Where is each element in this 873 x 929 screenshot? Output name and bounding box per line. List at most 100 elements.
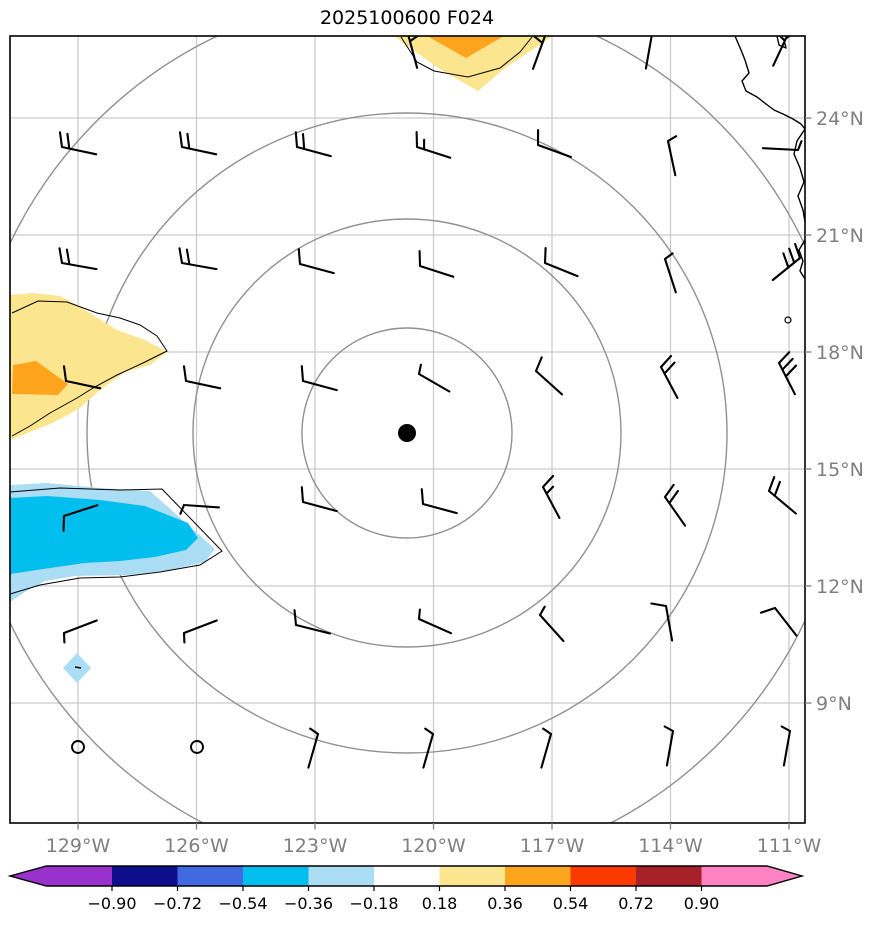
wind-barb (663, 483, 687, 527)
contour-outline (400, 36, 533, 78)
wind-barb (759, 606, 798, 637)
y-tick-label: 18°N (816, 342, 864, 364)
range-ring (301, 327, 513, 539)
colorbar-segment (439, 866, 505, 886)
wind-barb (780, 725, 792, 767)
wind-barb (418, 250, 455, 278)
colorbar-outline (7, 865, 805, 887)
y-tick-label: 15°N (816, 459, 864, 481)
wind-barb (541, 474, 561, 519)
wind-barb (182, 365, 222, 390)
wind-barb (178, 247, 218, 271)
x-tick-label: 114°W (638, 835, 703, 857)
north-positive-0.36-0.54 (427, 36, 504, 58)
colorbar-segment (177, 866, 243, 886)
contour-outline (11, 300, 168, 437)
calm-wind-circle (190, 740, 204, 754)
contour-outlines (10, 36, 533, 595)
range-ring (86, 112, 728, 754)
wind-barb (182, 619, 218, 644)
wind-barb (777, 351, 798, 396)
west-positive-0.18-0.36 (10, 293, 167, 440)
colorbar-tick-label: 0.90 (684, 894, 720, 913)
colorbar-segments (10, 866, 802, 886)
west-negative-0.36-0.54 (10, 496, 198, 574)
colorbar-tick-label: −0.72 (153, 894, 202, 913)
wind-barb (294, 131, 332, 158)
diamond-dash (74, 666, 82, 669)
y-axis-labels: 24°N 21°N 18°N 15°N 12°N 9°N (816, 108, 864, 715)
colorbar-tick-label: −0.90 (87, 894, 136, 913)
north-positive-0.18-0.36 (394, 36, 553, 91)
wind-barb (772, 36, 789, 67)
wind-barb (538, 605, 565, 643)
wind-barb (659, 354, 679, 399)
colorbar-segment (505, 866, 571, 886)
wind-barb (62, 365, 102, 390)
wind-barb (307, 727, 320, 769)
range-rings (10, 36, 805, 823)
wind-barb (417, 363, 451, 393)
colorbar-tick-label: −0.18 (349, 894, 398, 913)
colorbar-segment (308, 866, 374, 886)
wind-barb (415, 131, 452, 159)
x-tick-label: 129°W (46, 835, 111, 857)
y-tick-label: 21°N (816, 225, 864, 247)
wind-barb (297, 248, 335, 275)
wind-barb (771, 242, 802, 282)
coastlines (734, 36, 805, 324)
contour-outline (10, 487, 223, 595)
colorbar-segment (374, 866, 440, 886)
wind-barb (179, 503, 220, 515)
wind-barb (536, 129, 572, 159)
range-ring (10, 36, 805, 823)
colorbar-segment (570, 866, 636, 886)
coastline (798, 239, 805, 280)
storm-center-marker (398, 424, 416, 442)
coastline (734, 36, 805, 223)
wind-barb (407, 36, 420, 69)
wind-barb (666, 135, 678, 177)
wind-barb (420, 488, 458, 515)
wind-barb (663, 725, 675, 767)
colorbar-segment (636, 866, 702, 886)
x-axis-ticks (77, 823, 790, 830)
x-tick-label: 117°W (520, 835, 585, 857)
colorbar-tick-label: 0.72 (618, 894, 654, 913)
colorbar-tick-label: −0.54 (218, 894, 267, 913)
x-tick-label: 126°W (164, 835, 229, 857)
wind-barbs (58, 36, 803, 769)
y-tick-label: 9°N (816, 693, 852, 715)
x-tick-label: 123°W (283, 835, 348, 857)
wind-barb (422, 727, 435, 769)
colorbar: −0.90 −0.72 −0.54 −0.36 −0.18 0.18 0.36 0.54 0.7… (7, 865, 805, 913)
colorbar-segment (112, 866, 178, 886)
wind-barb (300, 365, 338, 392)
colorbar-tick-label: 0.18 (422, 894, 458, 913)
west-positive-0.36-0.54 (12, 361, 68, 395)
wind-barb (767, 476, 797, 515)
colorbar-segment (701, 866, 802, 886)
colorbar-segment (243, 866, 309, 886)
x-tick-label: 111°W (757, 835, 822, 857)
wind-barb (540, 727, 553, 769)
y-tick-label: 24°N (816, 108, 864, 130)
colorbar-labels: −0.90 −0.72 −0.54 −0.36 −0.18 0.18 0.36 0.54 0.7… (87, 894, 719, 913)
wind-barb (58, 131, 98, 156)
colorbar-segment (10, 866, 112, 886)
calm-wind-circle (71, 740, 85, 754)
x-axis-labels: 129°W 126°W 123°W 120°W 117°W 114°W 111°W (46, 835, 822, 857)
wind-barb (300, 486, 338, 513)
island-outline (784, 316, 792, 324)
wind-barb (644, 36, 653, 70)
wind-barb (178, 131, 218, 156)
colorbar-ticks (111, 886, 703, 891)
wind-barb (761, 140, 803, 152)
wind-barb (58, 247, 98, 271)
wind-barb (650, 602, 674, 642)
calm-wind-circles (71, 740, 204, 754)
colorbar-tick-label: −0.36 (284, 894, 333, 913)
wind-barb (293, 609, 332, 635)
